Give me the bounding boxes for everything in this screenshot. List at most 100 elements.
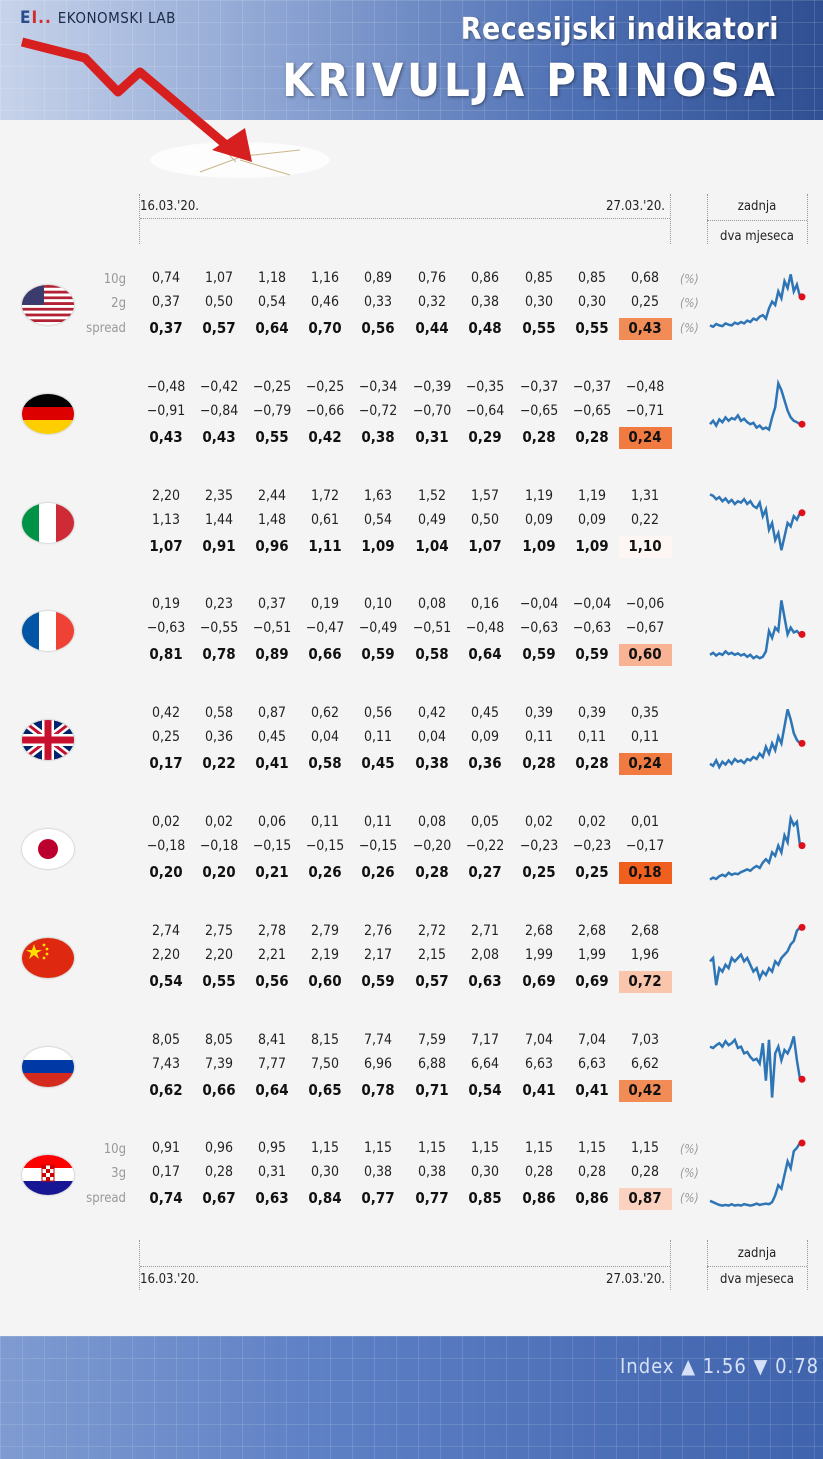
- flag-it-icon: [22, 502, 74, 543]
- value-cell-short: 0,50: [470, 511, 500, 528]
- value-cell-spread: 0,65: [308, 1080, 342, 1099]
- page-subtitle: Recesijski indikatori: [460, 12, 779, 47]
- divider: [707, 1266, 807, 1267]
- logo-mark: EI..: [20, 8, 52, 28]
- divider: [707, 194, 708, 244]
- flag-fr-icon: [22, 611, 74, 652]
- last-spread-highlight: [619, 318, 672, 340]
- value-cell-short: −0,55: [199, 620, 239, 637]
- last-label-bottom: zadnja: [737, 1246, 777, 1261]
- value-cell-spread: 0,96: [255, 536, 289, 555]
- value-cell-spread: 0,28: [575, 427, 609, 446]
- value-cell-spread: 0,64: [468, 645, 502, 664]
- value-cell-short: 0,25: [630, 294, 660, 310]
- value-cell-spread: 0,45: [361, 754, 395, 773]
- value-cell-long: 1,19: [577, 487, 607, 504]
- value-cell-spread: 0,28: [522, 427, 556, 446]
- value-cell-short: 0,22: [630, 511, 660, 528]
- value-cell-long: −0,48: [625, 378, 665, 395]
- value-cell-short: 0,37: [151, 294, 181, 310]
- flag-ru-icon: [22, 1046, 74, 1087]
- value-cell-spread: 0,57: [202, 319, 236, 337]
- value-cell-spread: 0,38: [361, 427, 395, 446]
- value-cell-short: 0,36: [204, 729, 234, 746]
- value-cell-long: 2,79: [310, 922, 340, 939]
- divider: [139, 194, 140, 244]
- value-cell-spread: 0,20: [149, 863, 183, 881]
- sparkline-line: [709, 274, 802, 329]
- value-cell-long: 0,19: [151, 596, 181, 613]
- value-cell-short: 0,31: [257, 1164, 287, 1181]
- value-cell-spread: 1,09: [575, 536, 609, 555]
- value-cell-short: −0,64: [465, 402, 505, 419]
- value-cell-short: 2,21: [257, 946, 287, 963]
- sparkline-last-marker: [798, 631, 806, 639]
- sparkline-us: [709, 274, 806, 329]
- divider: [670, 194, 671, 244]
- value-cell-short: −0,65: [572, 402, 612, 419]
- value-cell-short: −0,23: [572, 838, 612, 854]
- value-cell-short: 0,32: [417, 294, 447, 310]
- value-cell-short: 0,30: [524, 294, 554, 310]
- value-cell-spread: 1,10: [628, 536, 662, 555]
- value-cell-short: −0,15: [252, 838, 292, 854]
- sparkline-hr: [709, 1139, 806, 1208]
- value-cell-long: 1,52: [417, 487, 447, 504]
- value-cell-short: −0,66: [305, 402, 345, 419]
- value-cell-spread: 0,89: [255, 645, 289, 664]
- value-cell-spread: 1,09: [361, 536, 395, 555]
- divider: [670, 1240, 671, 1290]
- value-cell-spread: 0,55: [575, 319, 609, 337]
- value-cell-spread: 0,67: [202, 1189, 236, 1208]
- value-cell-spread: 0,55: [522, 319, 556, 337]
- value-cell-short: 6,62: [630, 1055, 660, 1072]
- sparkline-line: [709, 378, 801, 432]
- value-cell-spread: 0,62: [149, 1080, 183, 1099]
- page-title: KRIVULJA PRINOSA: [282, 54, 779, 107]
- value-cell-spread: 0,77: [415, 1189, 449, 1208]
- sparkline-line: [709, 1142, 802, 1208]
- percent-unit-label: (%): [680, 1166, 699, 1181]
- value-cell-long: 1,15: [363, 1140, 393, 1157]
- value-cell-spread: 0,81: [149, 645, 183, 664]
- value-cell-short: −0,22: [465, 838, 505, 854]
- value-cell-long: 1,31: [630, 487, 660, 504]
- value-cell-spread: 0,21: [255, 863, 289, 881]
- value-cell-long: 7,03: [630, 1031, 660, 1048]
- value-cell-spread: 0,69: [522, 971, 556, 990]
- value-cell-long: 1,19: [524, 487, 554, 504]
- value-cell-spread: 1,11: [308, 536, 342, 555]
- value-cell-long: 0,58: [204, 705, 234, 722]
- flag-cn-icon: [22, 937, 74, 978]
- last-spread-highlight: [619, 535, 672, 558]
- last-label-top: zadnja: [737, 199, 777, 214]
- value-cell-short: −0,47: [305, 620, 345, 637]
- value-cell-short: 6,63: [524, 1055, 554, 1072]
- value-cell-spread: 0,42: [628, 1080, 662, 1099]
- value-cell-long: 0,10: [363, 596, 393, 613]
- value-cell-long: −0,37: [572, 378, 612, 395]
- value-cell-long: 2,75: [204, 922, 234, 939]
- value-cell-spread: 0,17: [149, 754, 183, 773]
- value-cell-long: 0,87: [257, 705, 287, 722]
- value-cell-short: 1,13: [151, 511, 181, 528]
- flag-us-icon: [22, 285, 74, 325]
- value-cell-spread: 0,43: [149, 427, 183, 446]
- value-cell-short: 6,88: [417, 1055, 447, 1072]
- value-cell-short: 0,11: [524, 729, 554, 746]
- value-cell-spread: 0,59: [522, 645, 556, 664]
- logo: EI.. EKONOMSKI LAB: [20, 8, 176, 28]
- row-label-long: 10g: [103, 1142, 126, 1158]
- value-cell-long: 1,15: [470, 1140, 500, 1157]
- divider: [707, 220, 807, 221]
- value-cell-short: −0,67: [625, 620, 665, 637]
- value-cell-spread: 0,78: [202, 645, 236, 664]
- value-cell-spread: 0,41: [575, 1080, 609, 1099]
- sparkline-last-marker: [798, 293, 806, 301]
- value-cell-short: 1,44: [204, 511, 234, 528]
- value-cell-long: 7,74: [363, 1031, 393, 1048]
- value-cell-long: 0,05: [470, 814, 500, 830]
- value-cell-short: 1,96: [630, 946, 660, 963]
- divider: [140, 218, 670, 219]
- value-cell-spread: 0,37: [149, 319, 183, 337]
